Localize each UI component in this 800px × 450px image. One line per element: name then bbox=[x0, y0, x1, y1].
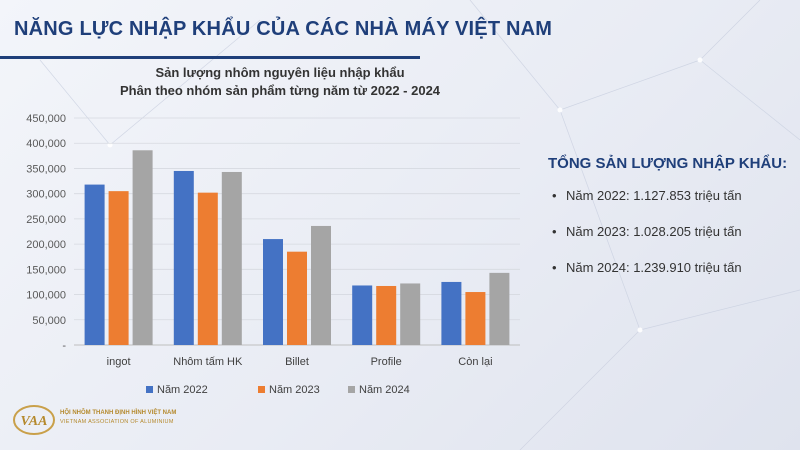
logo-mark-text: VAA bbox=[21, 414, 48, 429]
bar bbox=[441, 281, 462, 345]
x-tick-label: Còn lại bbox=[458, 356, 492, 368]
summary-item: • Năm 2023: 1.028.205 triệu tấn bbox=[552, 222, 742, 258]
bar bbox=[132, 150, 153, 345]
y-tick-label: - bbox=[62, 340, 66, 352]
summary-item: • Năm 2024: 1.239.910 triệu tấn bbox=[552, 258, 742, 294]
x-tick-label: Nhôm tấm HK bbox=[173, 356, 243, 368]
legend-label: Năm 2024 bbox=[359, 384, 410, 396]
summary-heading: TỔNG SẢN LƯỢNG NHẬP KHẨU: bbox=[548, 155, 788, 172]
y-tick-label: 200,000 bbox=[26, 239, 66, 251]
bar bbox=[221, 171, 242, 345]
y-tick-label: 250,000 bbox=[26, 214, 66, 226]
bar bbox=[352, 285, 373, 345]
chart-title: Sản lượng nhôm nguyên liệu nhập khẩu Phâ… bbox=[80, 64, 480, 100]
bullet-icon: • bbox=[552, 224, 557, 239]
y-tick-label: 150,000 bbox=[26, 264, 66, 276]
chart-subtitle-line: Phân theo nhóm sản phẩm từng năm từ 2022… bbox=[119, 83, 441, 98]
vaa-logo-icon: VAA bbox=[13, 405, 55, 435]
y-tick-label: 350,000 bbox=[26, 163, 66, 175]
logo-name: HỘI NHÔM THANH ĐỊNH HÌNH VIỆT NAM bbox=[60, 410, 177, 416]
association-logo: VAA HỘI NHÔM THANH ĐỊNH HÌNH VIỆT NAM VI… bbox=[8, 398, 213, 444]
legend-label: Năm 2022 bbox=[157, 384, 208, 396]
bullet-icon: • bbox=[552, 188, 557, 203]
bar bbox=[197, 192, 218, 345]
y-tick-label: 400,000 bbox=[26, 138, 66, 150]
summary-item-text: Năm 2022: 1.127.853 triệu tấn bbox=[566, 188, 742, 203]
y-tick-label: 100,000 bbox=[26, 290, 66, 302]
bar bbox=[84, 184, 105, 345]
legend-label: Năm 2023 bbox=[269, 384, 320, 396]
legend-swatch bbox=[258, 386, 265, 393]
x-tick-label: Billet bbox=[285, 356, 309, 368]
x-tick-label: ingot bbox=[107, 356, 131, 368]
bullet-icon: • bbox=[552, 260, 557, 275]
slide-title: NĂNG LỰC NHẬP KHẨU CỦA CÁC NHÀ MÁY VIỆT … bbox=[14, 18, 553, 40]
x-tick-label: Profile bbox=[371, 356, 402, 368]
legend-swatch bbox=[348, 386, 355, 393]
bar bbox=[400, 283, 421, 345]
bar bbox=[465, 292, 486, 345]
y-tick-label: 50,000 bbox=[32, 315, 66, 327]
bar bbox=[173, 170, 194, 345]
bar bbox=[263, 239, 283, 345]
summary-list: • Năm 2022: 1.127.853 triệu tấn • Năm 2023… bbox=[552, 186, 742, 294]
y-tick-label: 450,000 bbox=[26, 113, 66, 125]
bar bbox=[287, 251, 307, 345]
chart-title-line: Sản lượng nhôm nguyên liệu nhập khẩu bbox=[155, 65, 405, 80]
summary-item-text: Năm 2024: 1.239.910 triệu tấn bbox=[566, 260, 742, 275]
bar bbox=[376, 285, 397, 345]
bar bbox=[489, 272, 510, 345]
bar bbox=[108, 191, 129, 345]
y-tick-label: 300,000 bbox=[26, 189, 66, 201]
bar bbox=[311, 225, 331, 345]
legend-swatch bbox=[146, 386, 153, 393]
title-underline bbox=[0, 56, 420, 59]
bar-chart: - 50,000 100,000 150,000 200,000 250,000 300,0… bbox=[26, 113, 520, 396]
summary-item-text: Năm 2023: 1.028.205 triệu tấn bbox=[566, 224, 742, 239]
summary-item: • Năm 2022: 1.127.853 triệu tấn bbox=[552, 186, 742, 222]
logo-subtitle: VIETNAM ASSOCIATION OF ALUMINIUM bbox=[60, 419, 174, 425]
